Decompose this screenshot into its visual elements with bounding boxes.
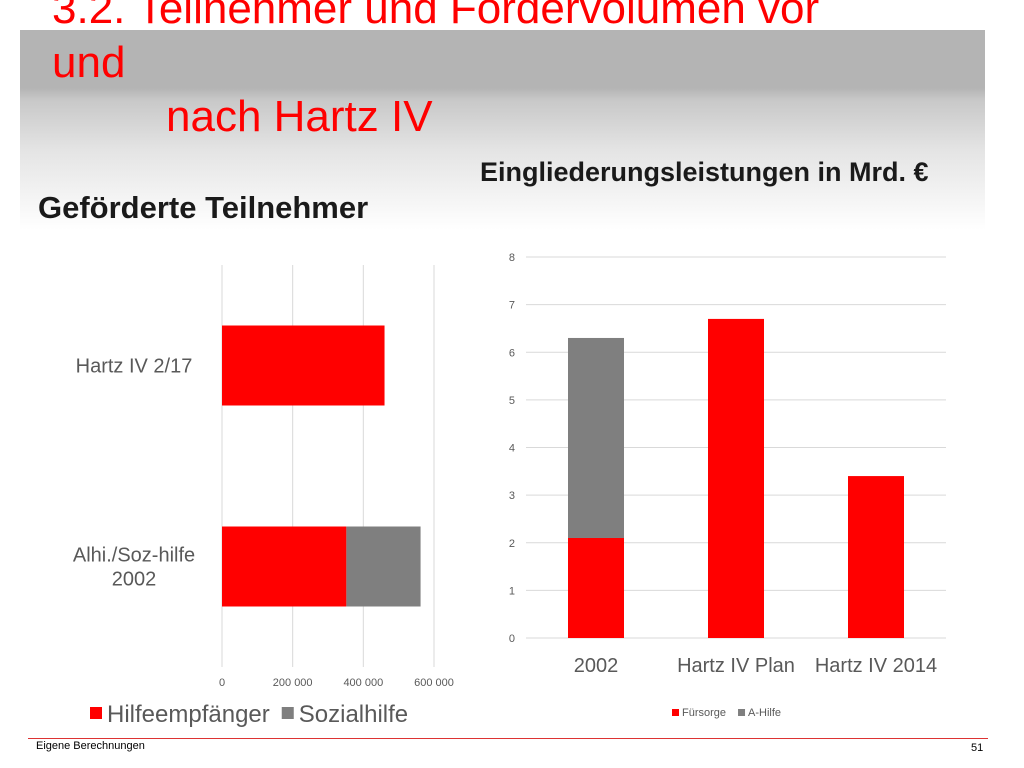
slide-title-line-3: nach Hartz IV: [166, 92, 433, 141]
funding-y-tick-label: 3: [509, 490, 515, 502]
slide-title-line-2: und: [52, 38, 126, 87]
participants-chart-title: Geförderte Teilnehmer: [38, 190, 369, 225]
funding-legend-swatch: [738, 709, 746, 716]
funding-chart-title: Eingliederungsleistungen in Mrd. €: [480, 157, 929, 187]
funding-y-tick-label: 5: [509, 395, 515, 407]
funding-bar-segment: [568, 537, 624, 638]
participants-bar-segment: [346, 526, 421, 607]
participants-x-tick-label: 600 000: [414, 677, 454, 689]
participants-x-tick-label: 0: [219, 677, 225, 689]
participants-legend-swatch: [281, 707, 294, 719]
page-number: 51: [971, 742, 984, 754]
funding-y-tick-label: 8: [509, 252, 515, 264]
participants-category-label: Alhi./Soz-hilfe: [73, 545, 195, 567]
participants-bar-segment: [222, 526, 347, 607]
participants-bar-segment: [222, 325, 385, 406]
participants-legend-swatch: [90, 707, 102, 719]
funding-y-tick-label: 7: [509, 300, 515, 312]
participants-x-tick-label: 200 000: [273, 677, 313, 689]
funding-y-tick-label: 4: [509, 443, 515, 455]
participants-legend-label: Sozialhilfe: [299, 701, 408, 728]
funding-category-label: Hartz IV 2014: [815, 655, 937, 677]
footer-source: Eigene Berechnungen: [36, 740, 145, 752]
funding-legend-label: Fürsorge: [682, 707, 726, 719]
funding-y-tick-label: 0: [509, 633, 515, 645]
funding-y-tick-label: 2: [509, 538, 515, 550]
funding-legend-label: A-Hilfe: [748, 707, 781, 719]
funding-y-tick-label: 6: [509, 347, 515, 359]
slide-title: 3.2. Teilnehmer und Fördervolumen vor un…: [52, 0, 992, 144]
participants-x-tick-label: 400 000: [343, 677, 383, 689]
participants-category-label: Hartz IV 2/17: [76, 356, 193, 378]
funding-bar-segment: [708, 318, 764, 638]
funding-category-label: 2002: [574, 655, 619, 677]
funding-legend-swatch: [672, 709, 679, 716]
funding-y-tick-label: 1: [509, 585, 515, 597]
funding-category-label: Hartz IV Plan: [677, 655, 795, 677]
funding-bar-segment: [568, 337, 624, 538]
participants-legend-label: Hilfeempfänger: [107, 701, 270, 728]
funding-bar-segment: [848, 476, 904, 638]
slide-title-line-1: 3.2. Teilnehmer und Fördervolumen vor: [52, 0, 820, 33]
header-band: [20, 30, 985, 230]
participants-category-label: 2002: [112, 569, 157, 591]
footer-divider: [28, 738, 988, 739]
